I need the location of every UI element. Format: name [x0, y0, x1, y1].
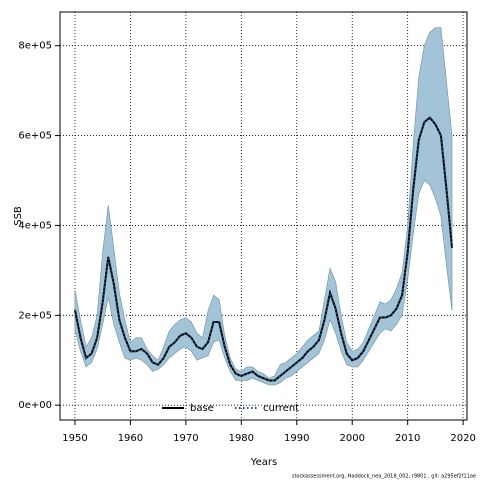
legend-label: base — [190, 403, 214, 414]
series-line — [73, 116, 454, 382]
x-tick-label: 2000 — [339, 433, 364, 444]
x-tick-label: 2020 — [450, 433, 475, 444]
y-tick-label: 8e+05 — [18, 41, 52, 52]
footnote: stockassessment.org, Haddock_nea_2018_00… — [292, 474, 476, 480]
x-tick-label: 1980 — [229, 433, 254, 444]
x-tick-label: 1970 — [173, 433, 198, 444]
y-tick-label: 4e+05 — [18, 220, 52, 231]
x-axis-label: Years — [250, 457, 277, 468]
x-tick-label: 1960 — [118, 433, 143, 444]
legend-label: current — [263, 403, 299, 414]
y-tick-label: 6e+05 — [18, 131, 52, 142]
y-tick-label: 0e+00 — [18, 400, 52, 411]
y-tick-label: 2e+05 — [18, 310, 52, 321]
x-tick-label: 1950 — [62, 433, 87, 444]
x-tick-label: 1990 — [284, 433, 309, 444]
plot-frame — [59, 11, 468, 421]
x-tick-label: 2010 — [395, 433, 420, 444]
confidence-band — [74, 27, 453, 386]
y-axis-label: SSB — [13, 206, 24, 226]
